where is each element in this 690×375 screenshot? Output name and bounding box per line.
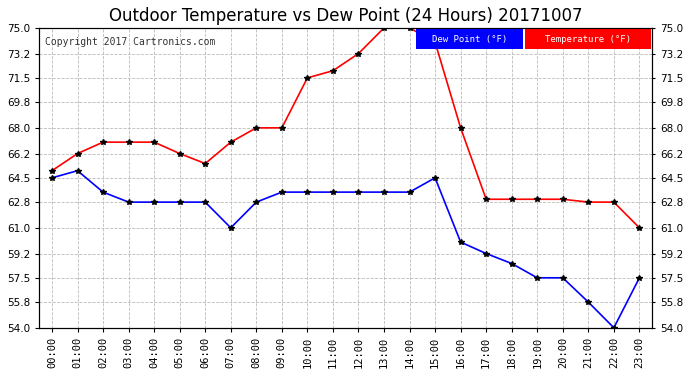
Title: Outdoor Temperature vs Dew Point (24 Hours) 20171007: Outdoor Temperature vs Dew Point (24 Hou… — [109, 7, 582, 25]
FancyBboxPatch shape — [416, 29, 524, 49]
Text: Copyright 2017 Cartronics.com: Copyright 2017 Cartronics.com — [46, 37, 216, 47]
FancyBboxPatch shape — [525, 29, 651, 49]
Text: Dew Point (°F): Dew Point (°F) — [432, 34, 507, 44]
Text: Temperature (°F): Temperature (°F) — [545, 34, 631, 44]
